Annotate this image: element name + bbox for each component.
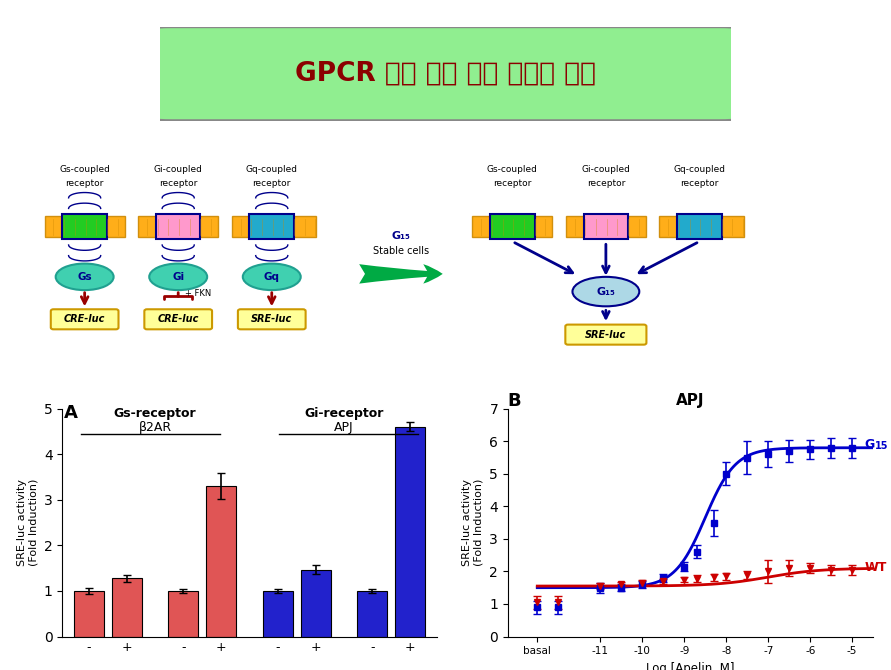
Y-axis label: SRE-luc activity
(Fold Induction): SRE-luc activity (Fold Induction) <box>462 479 484 566</box>
X-axis label: Log [Apelin, M]: Log [Apelin, M] <box>646 662 735 670</box>
Text: β2AR: β2AR <box>138 421 172 433</box>
Text: Gs-coupled: Gs-coupled <box>59 165 110 174</box>
Text: A: A <box>64 404 78 422</box>
Text: G₁₅: G₁₅ <box>596 287 616 297</box>
FancyBboxPatch shape <box>566 216 646 237</box>
Bar <box>74 591 104 636</box>
Ellipse shape <box>150 263 208 290</box>
Text: Stable cells: Stable cells <box>373 247 429 257</box>
FancyBboxPatch shape <box>232 216 316 237</box>
FancyBboxPatch shape <box>659 216 744 237</box>
Text: receptor: receptor <box>65 180 104 188</box>
Text: Gs: Gs <box>78 272 92 282</box>
Bar <box>206 486 236 636</box>
FancyBboxPatch shape <box>566 324 647 344</box>
Bar <box>62 214 107 239</box>
Text: receptor: receptor <box>252 180 291 188</box>
Bar <box>490 214 535 239</box>
Y-axis label: SRE-luc activity
(Fold Induction): SRE-luc activity (Fold Induction) <box>17 479 38 566</box>
FancyBboxPatch shape <box>143 27 748 121</box>
Text: GPCR 활성 통합 검색 시스템 구축: GPCR 활성 통합 검색 시스템 구축 <box>295 61 596 86</box>
FancyBboxPatch shape <box>138 216 218 237</box>
Bar <box>263 591 293 636</box>
Text: CRE-luc: CRE-luc <box>64 314 105 324</box>
Text: SRE-luc: SRE-luc <box>585 330 626 340</box>
Text: APJ: APJ <box>334 421 354 433</box>
Text: Gs-receptor: Gs-receptor <box>114 407 196 420</box>
Text: receptor: receptor <box>493 180 532 188</box>
FancyBboxPatch shape <box>45 216 125 237</box>
Text: + FKN: + FKN <box>185 289 211 297</box>
Text: Gi: Gi <box>172 272 184 282</box>
Text: Gq-coupled: Gq-coupled <box>246 165 298 174</box>
Text: Gq: Gq <box>264 272 280 282</box>
Ellipse shape <box>242 263 301 290</box>
Text: Gi-receptor: Gi-receptor <box>305 407 384 420</box>
Text: WT: WT <box>865 561 887 574</box>
Bar <box>249 214 294 239</box>
Title: APJ: APJ <box>676 393 705 407</box>
Text: receptor: receptor <box>159 180 198 188</box>
Ellipse shape <box>573 277 640 306</box>
Bar <box>168 591 199 636</box>
Bar <box>677 214 722 239</box>
Text: B: B <box>508 393 521 411</box>
Text: G₁₅: G₁₅ <box>391 230 411 241</box>
Text: G: G <box>865 438 875 451</box>
Bar <box>395 427 425 636</box>
FancyBboxPatch shape <box>472 216 552 237</box>
Text: receptor: receptor <box>680 180 719 188</box>
Bar <box>156 214 200 239</box>
Text: CRE-luc: CRE-luc <box>158 314 199 324</box>
Bar <box>584 214 628 239</box>
FancyBboxPatch shape <box>144 310 212 330</box>
Text: Gi-coupled: Gi-coupled <box>154 165 202 174</box>
Ellipse shape <box>56 263 114 290</box>
Text: 15: 15 <box>875 442 889 452</box>
Text: Gi-coupled: Gi-coupled <box>582 165 630 174</box>
Text: SRE-luc: SRE-luc <box>251 314 292 324</box>
Bar <box>111 578 142 636</box>
Text: Gq-coupled: Gq-coupled <box>674 165 725 174</box>
Text: Gs-coupled: Gs-coupled <box>486 165 538 174</box>
FancyBboxPatch shape <box>238 310 306 330</box>
Text: receptor: receptor <box>586 180 625 188</box>
Bar <box>300 570 331 636</box>
Bar <box>357 591 388 636</box>
FancyBboxPatch shape <box>51 310 119 330</box>
